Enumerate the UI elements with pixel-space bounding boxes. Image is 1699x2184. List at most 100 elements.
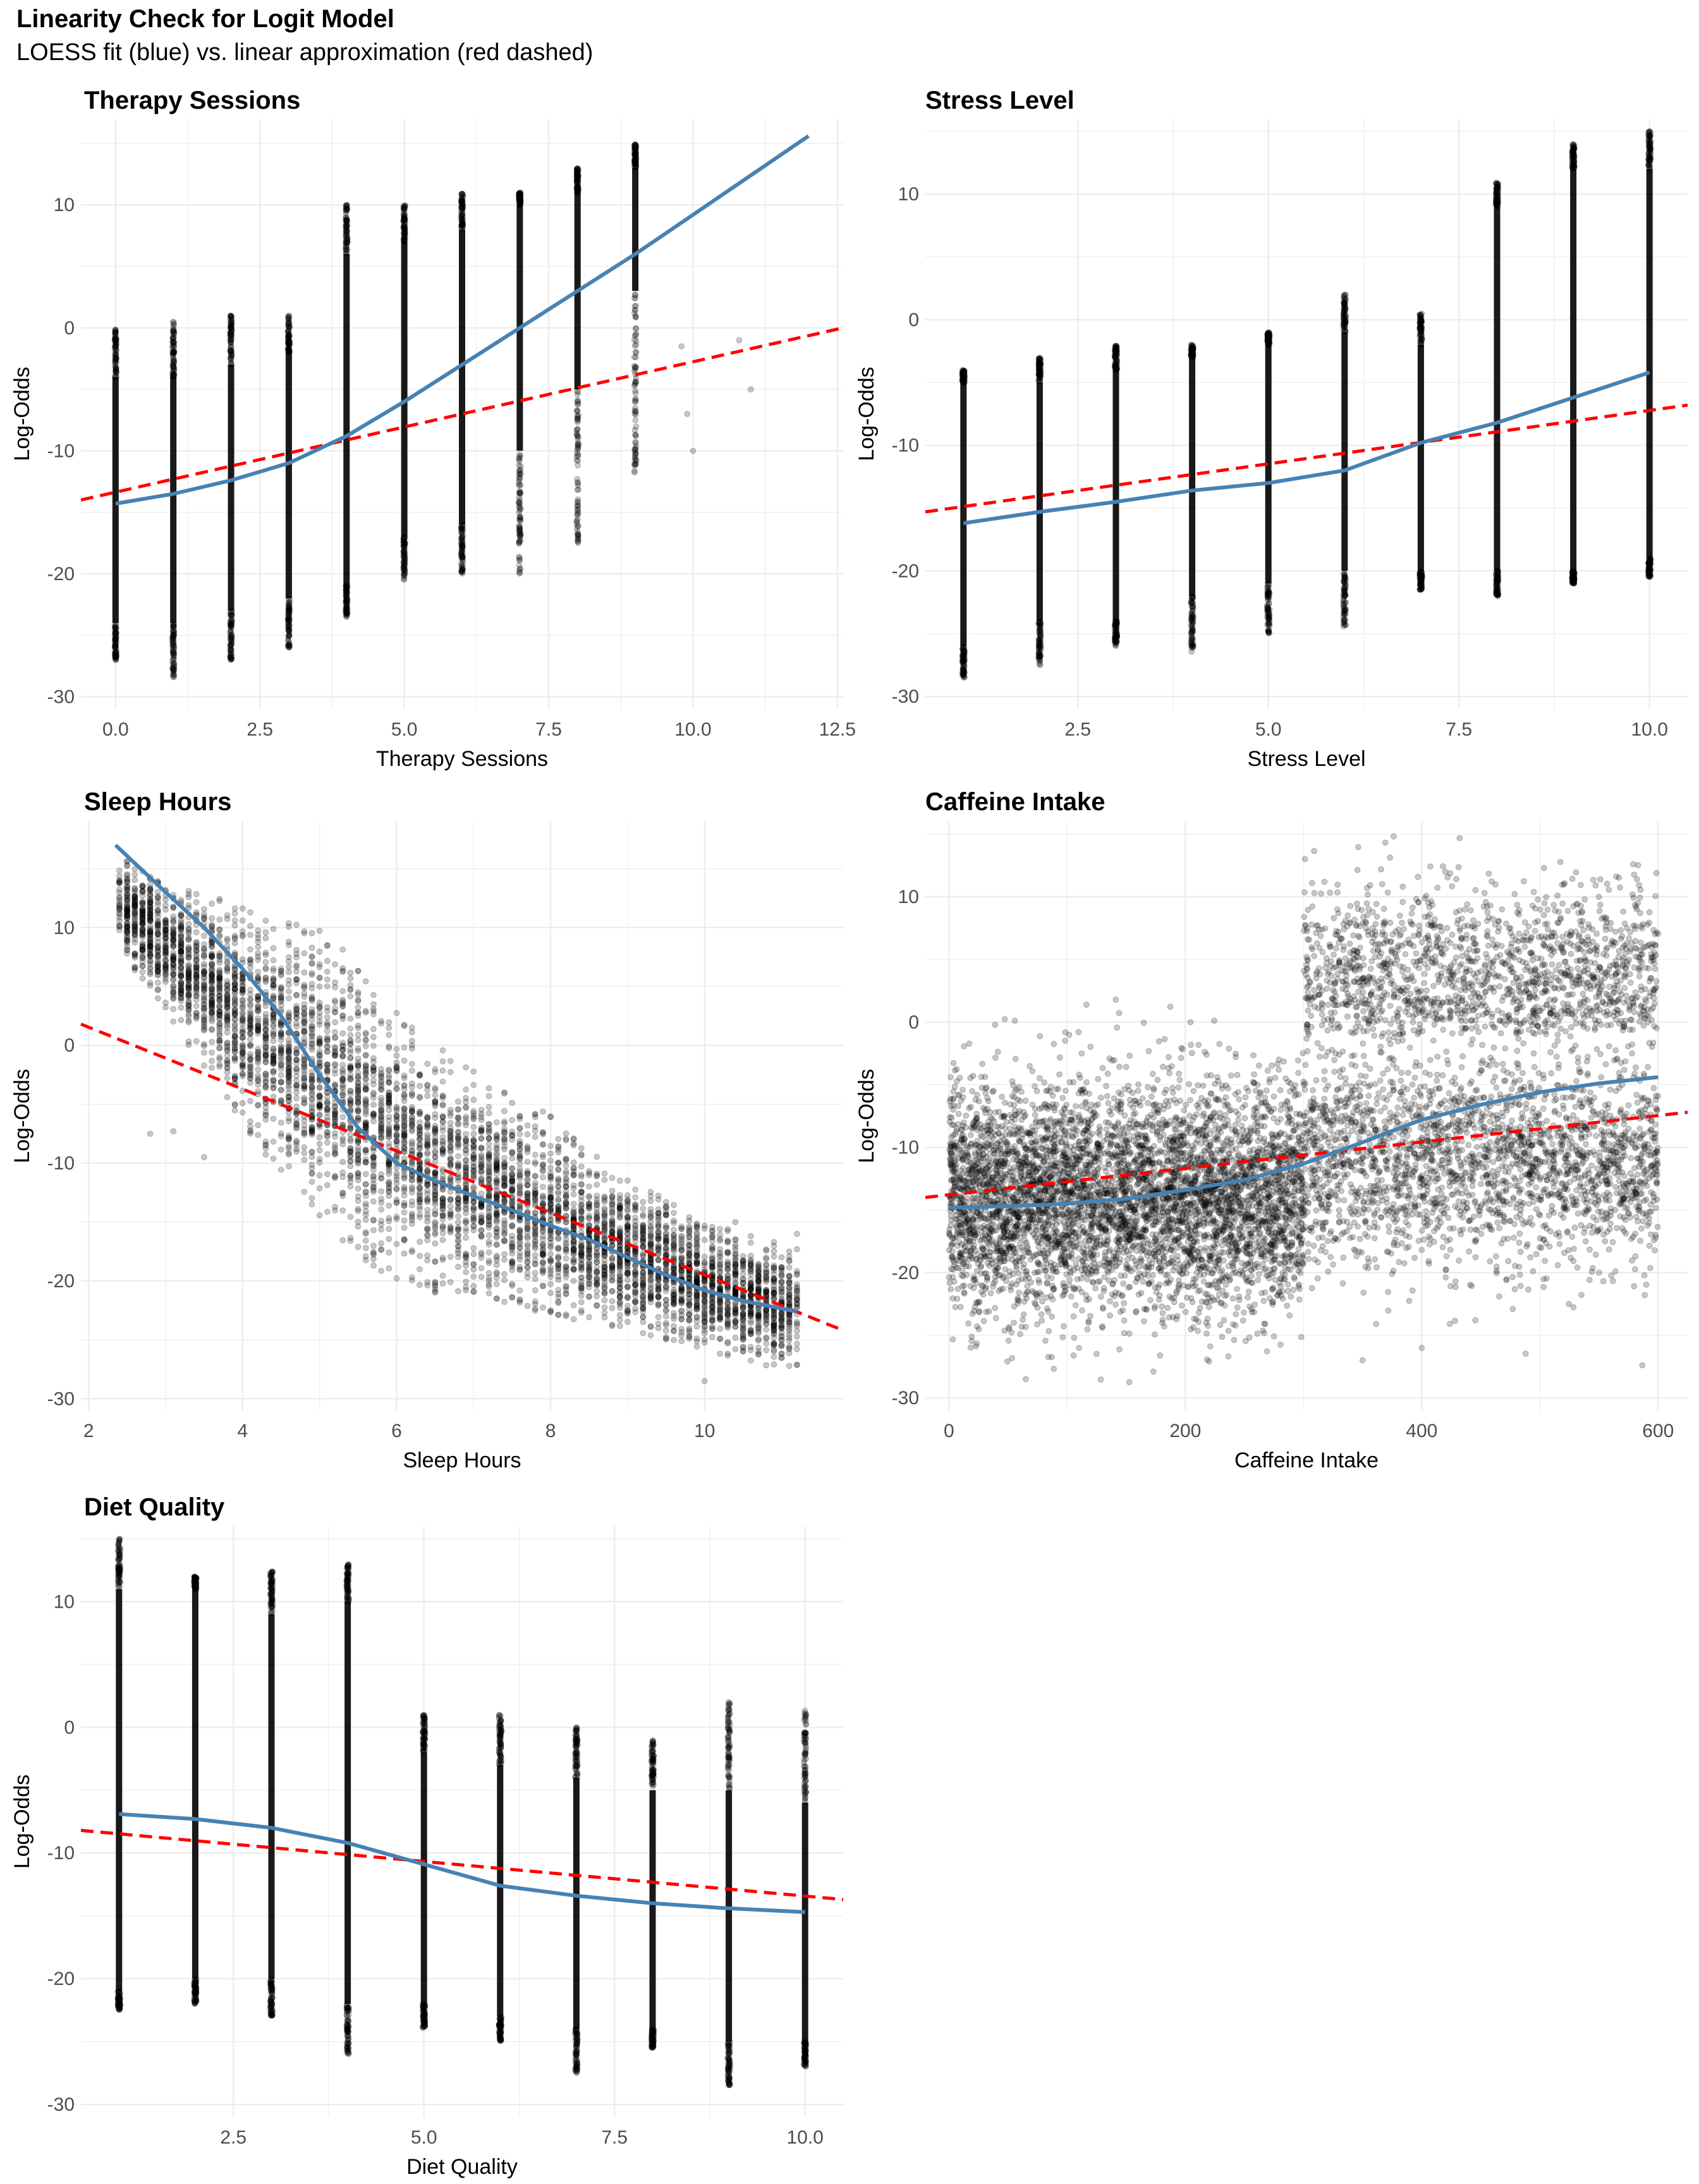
data-point: [1645, 156, 1652, 162]
data-point: [1646, 571, 1652, 578]
data-point: [1037, 633, 1044, 640]
data-point: [113, 355, 119, 361]
data-point: [633, 457, 640, 464]
data-point: [262, 929, 269, 936]
x-tick-label: 7.5: [1446, 719, 1472, 740]
data-point: [786, 1362, 793, 1369]
data-point: [1569, 576, 1576, 583]
data-point: [563, 1136, 569, 1142]
data-point: [516, 193, 523, 199]
data-point: [693, 1344, 700, 1350]
data-point: [112, 335, 119, 342]
data-point: [201, 933, 207, 939]
panel-title: Stress Level: [925, 87, 1075, 114]
data-point: [112, 331, 119, 337]
data-point: [112, 335, 119, 341]
data-point: [485, 1232, 492, 1239]
data-point: [343, 216, 350, 223]
data-point: [439, 1256, 446, 1263]
data-point: [439, 1047, 446, 1053]
y-tick-label: 0: [908, 310, 919, 331]
data-point: [570, 1316, 577, 1323]
data-point: [1647, 128, 1653, 135]
data-point: [113, 329, 119, 336]
data-point: [1342, 592, 1349, 598]
data-point: [455, 1219, 461, 1225]
data-point: [547, 1235, 554, 1242]
data-point: [401, 205, 407, 212]
data-point: [113, 347, 119, 353]
data-point: [113, 356, 119, 363]
data-point: [171, 359, 177, 366]
data-point: [112, 356, 119, 363]
data-point: [284, 333, 291, 339]
data-point: [113, 346, 119, 353]
y-tick-label: 0: [64, 318, 75, 339]
data-point: [113, 339, 119, 346]
x-axis-label: Therapy Sessions: [376, 747, 548, 771]
data-point: [1037, 627, 1044, 633]
data-point: [112, 343, 118, 349]
loess-curve: [963, 370, 1650, 525]
main-subtitle: LOESS fit (blue) vs. linear approximatio…: [16, 39, 593, 66]
data-point: [343, 594, 350, 600]
data-point: [532, 1307, 539, 1314]
data-point: [401, 540, 408, 547]
data-point: [960, 368, 967, 375]
data-point: [1190, 619, 1196, 625]
data-point: [485, 1093, 492, 1100]
data-point: [228, 641, 235, 647]
data-point: [400, 214, 407, 221]
data-point: [228, 344, 234, 350]
data-point: [112, 328, 119, 335]
data-point: [343, 246, 350, 253]
data-point: [632, 1194, 638, 1201]
data-point: [169, 671, 176, 678]
data-point: [1266, 629, 1272, 636]
x-tick-label: 0.0: [102, 719, 129, 740]
data-point: [1341, 585, 1348, 591]
data-point: [1035, 370, 1042, 377]
y-axis-label: Log-Odds: [855, 367, 879, 461]
data-point: [1035, 360, 1042, 367]
data-point: [463, 1269, 469, 1275]
data-point: [794, 1333, 800, 1340]
data-point: [458, 215, 465, 222]
data-point: [401, 230, 408, 237]
data-point: [324, 1171, 331, 1177]
data-point: [113, 355, 119, 361]
data-point: [131, 871, 138, 878]
data-point: [1341, 601, 1347, 608]
data-point: [316, 1134, 323, 1141]
data-point: [293, 1089, 300, 1096]
data-point: [113, 329, 119, 335]
data-point: [170, 627, 176, 633]
data-point: [343, 228, 350, 235]
y-tick-label: -30: [47, 687, 75, 708]
data-point: [370, 992, 377, 998]
data-point: [112, 345, 118, 352]
data-point: [1341, 606, 1347, 613]
data-point: [575, 506, 582, 513]
data-point: [393, 1081, 400, 1087]
data-point: [616, 1323, 623, 1330]
data-point: [286, 339, 293, 346]
point-column: [1417, 344, 1424, 571]
data-point: [1341, 612, 1348, 619]
data-point: [113, 369, 119, 375]
data-point: [1417, 312, 1424, 318]
point-column: [459, 229, 465, 525]
data-point: [113, 333, 119, 340]
data-point: [1340, 318, 1347, 325]
data-point: [112, 655, 119, 661]
data-point: [516, 1113, 523, 1119]
data-point: [112, 327, 119, 333]
data-point: [458, 535, 465, 542]
data-point: [113, 347, 119, 353]
data-point: [162, 896, 169, 903]
data-point: [343, 207, 350, 214]
data-point: [633, 349, 639, 356]
point-column: [228, 365, 234, 611]
data-point: [671, 1210, 677, 1216]
data-point: [113, 359, 119, 365]
